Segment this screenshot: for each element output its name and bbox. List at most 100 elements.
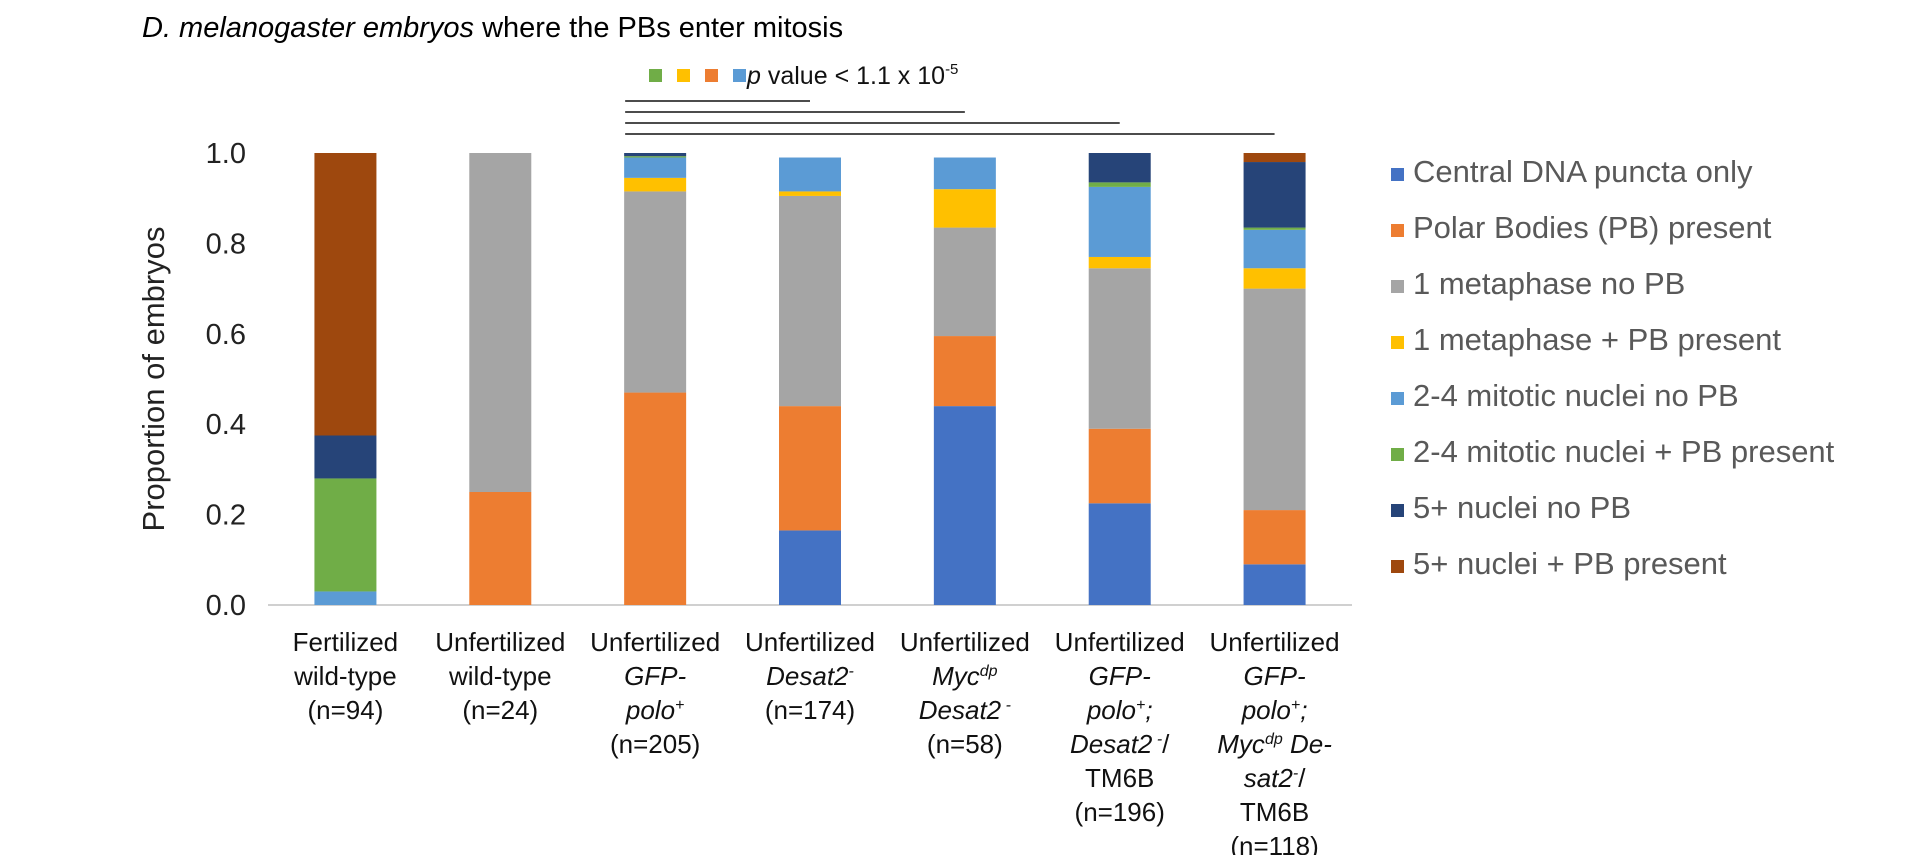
bar-segment — [314, 478, 377, 592]
x-tick-label-run: - — [1152, 731, 1162, 748]
x-tick-label: Desat2 -/ — [1070, 729, 1170, 759]
bar-segment — [779, 191, 841, 196]
x-tick-label-run: (n=58) — [927, 729, 1003, 759]
bar-segment — [1088, 503, 1151, 605]
x-tick-label-run: GFP- — [1089, 661, 1151, 691]
bar-segment — [933, 406, 996, 605]
x-tick-label-run: polo — [1241, 695, 1291, 725]
significance-marker — [705, 69, 718, 82]
legend-label: 2-4 mitotic nuclei no PB — [1413, 378, 1739, 413]
bar-segment — [624, 191, 687, 393]
x-tick-label-run: + — [1291, 697, 1300, 714]
x-tick-label: GFP- — [1244, 661, 1306, 691]
significance-marker — [649, 69, 662, 82]
x-tick-label: TM6B — [1085, 763, 1154, 793]
x-tick-label-run: TM6B — [1240, 797, 1309, 827]
x-tick-label-run: / — [1298, 763, 1306, 793]
bar-segment — [314, 435, 377, 479]
x-tick-label-run: Unfertilized — [1055, 627, 1185, 657]
x-tick-label-run: Unfertilized — [435, 627, 565, 657]
x-tick-label: Unfertilized — [590, 627, 720, 657]
x-tick-label: polo+; — [1086, 695, 1153, 725]
bar-segment — [1088, 268, 1151, 429]
bar-segment — [933, 336, 996, 407]
x-tick-label: (n=196) — [1075, 797, 1165, 827]
x-tick-label: Desat2- — [766, 661, 854, 691]
x-tick-label-run: Desat2 — [1070, 729, 1153, 759]
x-tick-label: (n=94) — [307, 695, 383, 725]
x-tick-label-run: wild-type — [448, 661, 552, 691]
significance-marker — [733, 69, 746, 82]
x-tick-label-run: Desat2 — [919, 695, 1002, 725]
legend-swatch — [1391, 560, 1404, 573]
chart-title: D. melanogaster embryos where the PBs en… — [142, 12, 843, 44]
x-tick-label-run: (n=24) — [462, 695, 538, 725]
bar-segment — [1243, 268, 1306, 289]
x-tick-label-run: sat2 — [1244, 763, 1294, 793]
legend-label: 5+ nuclei + PB present — [1413, 546, 1727, 581]
x-tick-label-run: dp — [1265, 731, 1283, 748]
legend-label: 2-4 mitotic nuclei + PB present — [1413, 434, 1835, 469]
p-value-italic: p — [746, 62, 761, 90]
x-tick-label: wild-type — [448, 661, 552, 691]
legend: Central DNA puncta only Polar Bodies (PB)… — [1391, 154, 1835, 581]
bar-segment — [933, 227, 996, 337]
p-value-exponent: -5 — [945, 61, 958, 78]
x-tick-label-run: - — [1001, 697, 1011, 714]
bar-segment — [933, 189, 996, 228]
bar-segment — [1243, 229, 1306, 269]
bar-segment — [624, 177, 687, 192]
legend-label: 1 metaphase no PB — [1413, 266, 1685, 301]
x-tick-label-run: GFP- — [624, 661, 686, 691]
p-value-text: value < 1.1 x 10 — [761, 62, 945, 90]
bar-segment — [779, 195, 841, 407]
x-tick-label-run: Fertilized — [293, 627, 398, 657]
bar-segment — [1243, 153, 1306, 163]
x-tick-label-run: + — [675, 697, 684, 714]
p-value-label: p value < 1.1 x 10-5 — [746, 61, 958, 90]
x-tick-label-run: TM6B — [1085, 763, 1154, 793]
bar-segment — [779, 406, 841, 531]
legend-swatch — [1391, 336, 1404, 349]
x-tick-label-run: ; — [1145, 695, 1152, 725]
bar-segment — [933, 157, 996, 190]
bar-segment — [1243, 227, 1306, 230]
x-tick-label-run: ; — [1300, 695, 1307, 725]
x-tick-label: wild-type — [293, 661, 397, 691]
x-tick-label-run: GFP- — [1244, 661, 1306, 691]
x-tick-label-run: / — [1162, 729, 1170, 759]
legend-label: 5+ nuclei no PB — [1413, 490, 1631, 525]
x-tick-label: GFP- — [624, 661, 686, 691]
legend-swatch — [1391, 392, 1404, 405]
legend-swatch — [1391, 504, 1404, 517]
bar-segment — [1243, 288, 1306, 511]
bar-segment — [624, 156, 687, 158]
x-tick-label-run: Myc — [1217, 729, 1265, 759]
bar-segment — [1088, 182, 1151, 187]
bar-segment — [779, 157, 841, 192]
x-tick-label: (n=174) — [765, 695, 855, 725]
bar-segment — [314, 591, 377, 605]
x-tick-label: polo+; — [1241, 695, 1308, 725]
x-tick-label-run: - — [849, 663, 854, 680]
bar-segment — [1088, 186, 1151, 257]
x-tick-label: (n=205) — [610, 729, 700, 759]
bar-segment — [1088, 153, 1151, 183]
x-tick-label: (n=58) — [927, 729, 1003, 759]
x-tick-label: GFP- — [1089, 661, 1151, 691]
bar-segment — [624, 392, 687, 605]
x-tick-label-run: polo — [1086, 695, 1136, 725]
chart-title-rest: where the PBs enter mitosis — [474, 12, 843, 44]
x-tick-label-run: Unfertilized — [745, 627, 875, 657]
x-tick-label: (n=118) — [1230, 831, 1318, 855]
x-tick-label: sat2-/ — [1244, 763, 1306, 793]
legend-swatch — [1391, 448, 1404, 461]
x-tick-label-run: (n=205) — [610, 729, 700, 759]
x-tick-label-run: (n=94) — [307, 695, 383, 725]
x-tick-label: Mycdp — [932, 661, 998, 691]
x-tick-label: Fertilized — [293, 627, 398, 657]
x-tick-label-run: - — [1293, 765, 1298, 782]
bar-segment — [469, 492, 532, 605]
x-tick-label-run: Unfertilized — [1210, 627, 1340, 657]
x-tick-label: Unfertilized — [1210, 627, 1340, 657]
